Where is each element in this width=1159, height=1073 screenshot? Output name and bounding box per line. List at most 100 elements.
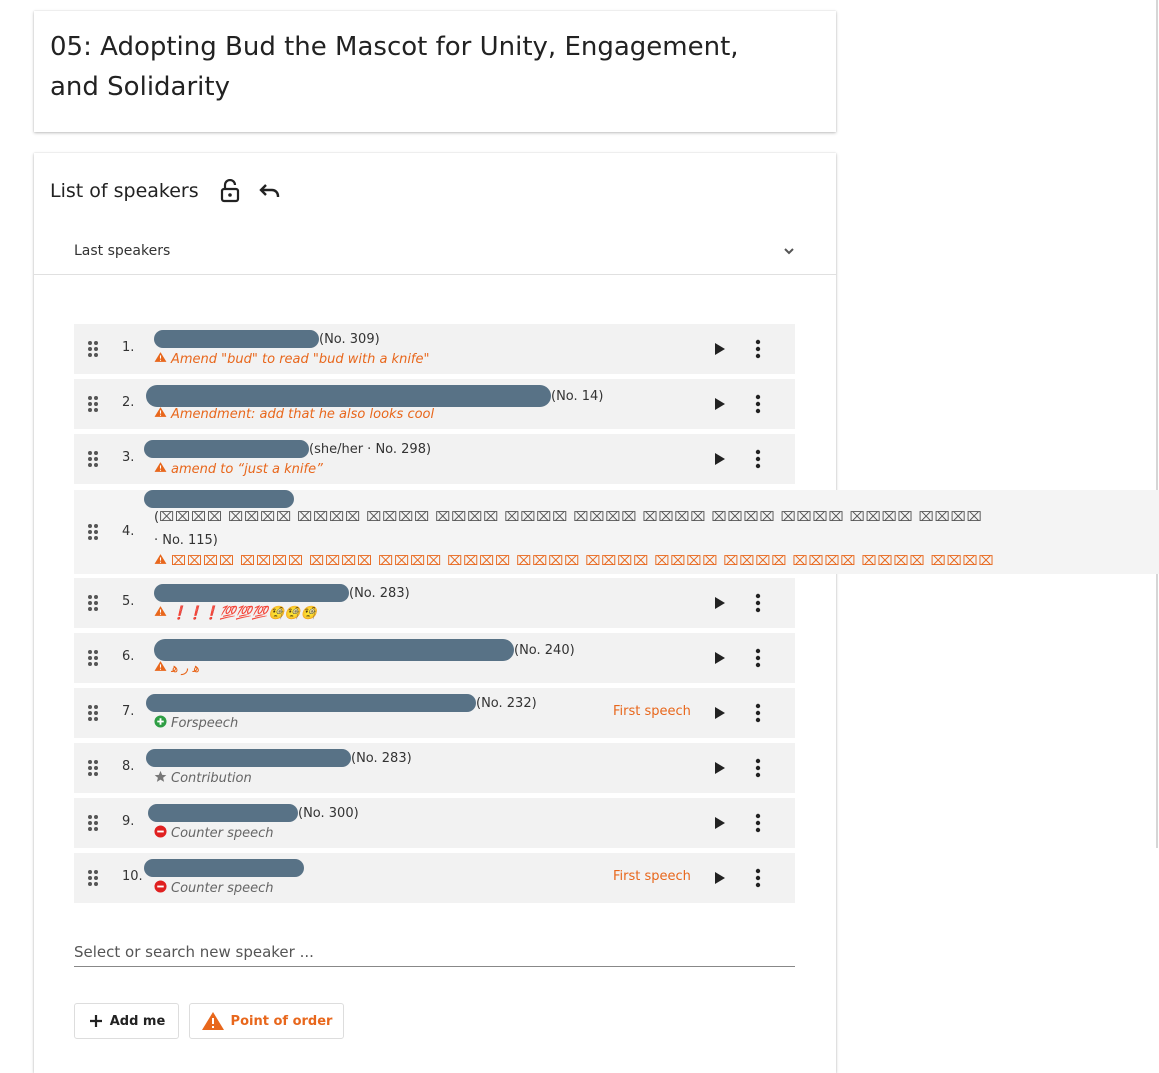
drag-handle-icon[interactable] [86,758,100,778]
warning-icon [154,406,167,422]
drag-handle-icon[interactable] [86,339,100,359]
speaker-name-redacted [146,749,351,767]
speaker-number: 5. [122,594,135,609]
speaker-row[interactable]: 3. (she/her · No. 298) amend to “just a kn… [74,434,795,484]
warning-icon [201,1012,224,1030]
play-icon[interactable] [708,867,730,889]
last-speakers-label: Last speakers [74,243,171,259]
speaker-name-line: (No. 14) [146,385,603,407]
speaker-info: (No. 232) [476,695,537,711]
speaker-name-line: (No. 309) [154,330,380,348]
more-vert-icon[interactable] [748,448,768,470]
speaker-name-line: (No. 300) [148,804,359,822]
speaker-row[interactable]: 9. (No. 300) Counter speech [74,798,795,848]
speaker-info-2: · No. 115) [154,533,218,548]
play-icon[interactable] [708,393,730,415]
drag-handle-icon[interactable] [86,449,100,469]
speaker-row[interactable]: 7. (No. 232) Forspeech First speech [74,688,795,738]
speaker-note: amend to “just a knife” [154,461,323,477]
speaker-row[interactable]: 1. (No. 309) Amend "bud" to read "bud with… [74,324,795,374]
speaker-row[interactable]: 2. (No. 14) Amendment: add that he also lo… [74,379,795,429]
drag-handle-icon[interactable] [86,394,100,414]
warning-icon [154,553,167,569]
speaker-row[interactable]: 8. (No. 283) Contribution [74,743,795,793]
speaker-name-line [144,859,304,877]
drag-handle-icon[interactable] [86,522,100,542]
undo-icon[interactable] [257,178,283,204]
last-speakers-expander[interactable]: Last speakers [34,229,836,275]
plus-circle-icon [154,715,167,732]
point-of-order-label: Point of order [230,1013,333,1029]
play-icon[interactable] [708,448,730,470]
speaker-note: ⌧⌧⌧⌧ ⌧⌧⌧⌧ ⌧⌧⌧⌧ ⌧⌧⌧⌧ ⌧⌧⌧⌧ ⌧⌧⌧⌧ ⌧⌧⌧⌧ ⌧⌧⌧⌧ … [154,553,995,569]
speaker-number: 1. [122,340,135,355]
warning-icon [154,351,167,367]
speaker-note-text: ﻫ ﺭ ﻫ [171,660,200,676]
speaker-name-line: (she/her · No. 298) [144,440,431,458]
speaker-number: 10. [122,869,143,884]
speaker-note-text: Amend "bud" to read "bud with a knife" [171,351,430,367]
warning-icon [154,461,167,477]
first-speech-badge: First speech [613,704,691,719]
add-me-button[interactable]: Add me [74,1003,179,1039]
speaker-name-redacted [154,330,319,348]
speaker-search[interactable] [74,939,795,967]
los-header: List of speakers [50,175,283,207]
speaker-name-redacted [144,859,304,877]
speaker-name-redacted [148,804,298,822]
speaker-row[interactable]: 5. (No. 283) ❗❗❗💯💯💯🧐🧐🧐 [74,578,795,628]
more-vert-icon[interactable] [748,647,768,669]
speaker-note-text: ❗❗❗💯💯💯🧐🧐🧐 [171,605,317,621]
speaker-note: Contribution [154,770,252,787]
drag-handle-icon[interactable] [86,868,100,888]
unsupported-glyphs: ⌧⌧⌧⌧ ⌧⌧⌧⌧ ⌧⌧⌧⌧ ⌧⌧⌧⌧ ⌧⌧⌧⌧ ⌧⌧⌧⌧ ⌧⌧⌧⌧ ⌧⌧⌧⌧ … [171,553,995,569]
speaker-number: 9. [122,814,135,829]
speaker-search-input[interactable] [74,939,795,965]
speaker-info: (No. 300) [298,805,359,821]
unsupported-glyphs: ⌧⌧⌧⌧ ⌧⌧⌧⌧ ⌧⌧⌧⌧ ⌧⌧⌧⌧ ⌧⌧⌧⌧ ⌧⌧⌧⌧ ⌧⌧⌧⌧ ⌧⌧⌧⌧ … [159,510,983,525]
speaker-row[interactable]: 10. Counter speech First speech [74,853,795,903]
speaker-row[interactable]: 6. (No. 240) ﻫ ﺭ ﻫ [74,633,795,683]
more-vert-icon[interactable] [748,393,768,415]
speaker-info: (she/her · No. 298) [309,441,432,457]
speaker-name-line [144,490,294,508]
play-icon[interactable] [708,812,730,834]
speaker-info-line: (⌧⌧⌧⌧ ⌧⌧⌧⌧ ⌧⌧⌧⌧ ⌧⌧⌧⌧ ⌧⌧⌧⌧ ⌧⌧⌧⌧ ⌧⌧⌧⌧ ⌧⌧⌧⌧… [154,510,983,525]
speaker-info: (No. 309) [319,331,380,347]
speaker-row[interactable]: 4.(⌧⌧⌧⌧ ⌧⌧⌧⌧ ⌧⌧⌧⌧ ⌧⌧⌧⌧ ⌧⌧⌧⌧ ⌧⌧⌧⌧ ⌧⌧⌧⌧ ⌧⌧… [74,490,1159,574]
speaker-note: Counter speech [154,880,274,897]
more-vert-icon[interactable] [748,592,768,614]
speaker-number: 2. [122,395,135,410]
speaker-name-redacted [146,385,551,407]
star-icon [154,770,167,787]
drag-handle-icon[interactable] [86,648,100,668]
play-icon[interactable] [708,702,730,724]
more-vert-icon[interactable] [748,702,768,724]
speaker-note: ﻫ ﺭ ﻫ [154,660,199,676]
add-me-label: Add me [109,1013,166,1029]
more-vert-icon[interactable] [748,338,768,360]
speaker-note-text: Counter speech [171,881,274,896]
lock-open-icon[interactable] [217,178,243,204]
speaker-name-redacted [146,694,476,712]
drag-handle-icon[interactable] [86,703,100,723]
point-of-order-button[interactable]: Point of order [189,1003,344,1039]
play-icon[interactable] [708,757,730,779]
drag-handle-icon[interactable] [86,813,100,833]
speaker-note: Amendment: add that he also looks cool [154,406,434,422]
drag-handle-icon[interactable] [86,593,100,613]
play-icon[interactable] [708,647,730,669]
window-edge [1156,0,1158,848]
play-icon[interactable] [708,592,730,614]
minus-circle-icon [154,880,167,897]
speaker-info-line-2: · No. 115) [154,533,218,548]
speaker-note-text: Amendment: add that he also looks cool [171,406,435,422]
motion-title: 05: Adopting Bud the Mascot for Unity, E… [50,32,739,102]
play-icon[interactable] [708,338,730,360]
more-vert-icon[interactable] [748,812,768,834]
more-vert-icon[interactable] [748,867,768,889]
more-vert-icon[interactable] [748,757,768,779]
warning-icon [154,605,167,621]
plus-icon [89,1015,102,1027]
motion-title-card: 05: Adopting Bud the Mascot for Unity, E… [34,11,836,132]
